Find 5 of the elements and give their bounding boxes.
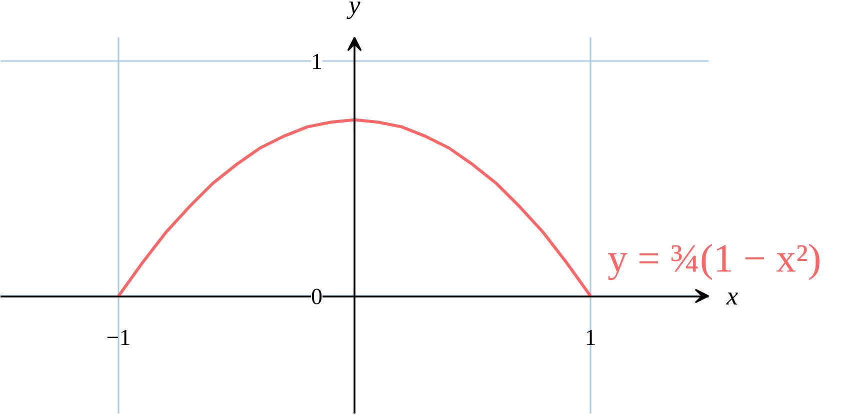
y-tick-label: 0 xyxy=(311,284,322,309)
annotation: y = ¾(1 − x²) xyxy=(608,236,822,280)
x-tick-label: −1 xyxy=(106,325,131,350)
y-axis-title: y xyxy=(346,0,361,20)
x-axis-title: x xyxy=(726,282,738,310)
